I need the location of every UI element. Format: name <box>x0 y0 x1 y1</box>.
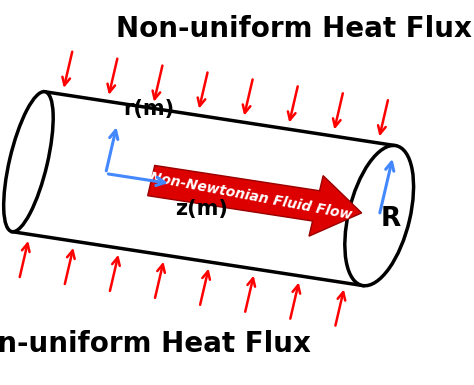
Text: Non-Newtonian Fluid Flow: Non-Newtonian Fluid Flow <box>149 170 354 222</box>
Polygon shape <box>148 166 362 236</box>
Text: z(m): z(m) <box>175 199 228 219</box>
Ellipse shape <box>4 92 53 232</box>
Ellipse shape <box>345 146 414 286</box>
Text: R: R <box>381 206 401 233</box>
Text: Non-uniform Heat Flux: Non-uniform Heat Flux <box>116 15 472 44</box>
Text: r(m): r(m) <box>123 99 174 119</box>
Polygon shape <box>12 92 395 286</box>
Text: Non-uniform Heat Flux: Non-uniform Heat Flux <box>0 330 310 358</box>
